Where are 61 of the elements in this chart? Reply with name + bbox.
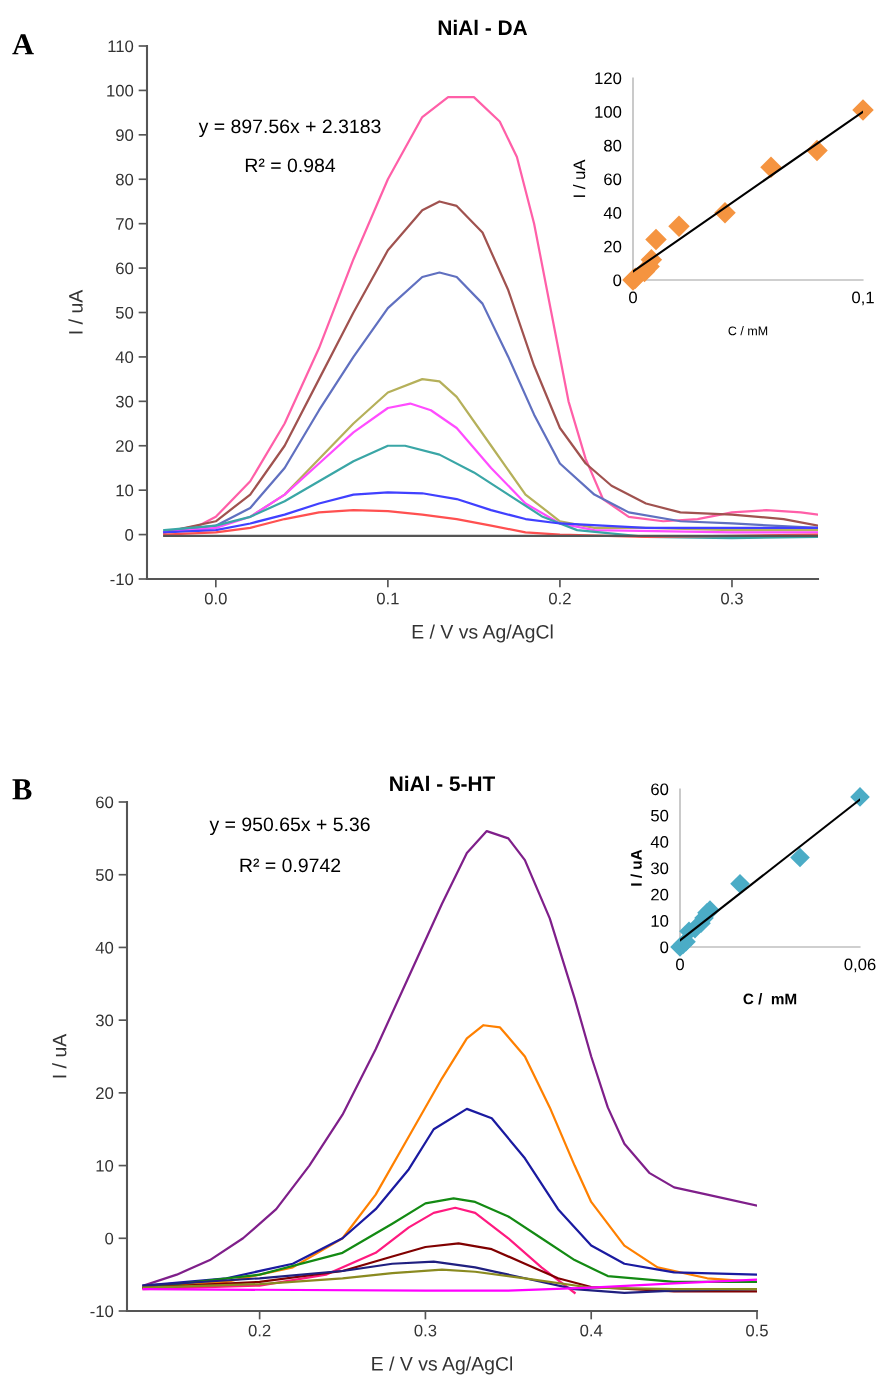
x-axis-title: C / mM bbox=[728, 326, 768, 336]
y-tick-label: 30 bbox=[95, 1014, 114, 1027]
x-tick-label: 0.5 bbox=[746, 1324, 768, 1337]
y-tick-label: 10 bbox=[116, 484, 134, 497]
y-tick-label: 60 bbox=[604, 173, 622, 186]
y-tick-label: 90 bbox=[116, 129, 134, 142]
y-tick-label: 120 bbox=[595, 72, 622, 85]
y-tick-label: 100 bbox=[107, 84, 134, 97]
x-axis-title: C / mM bbox=[743, 993, 797, 1005]
x-axis-title: E / V vs Ag/AgCl bbox=[372, 1356, 513, 1375]
x-tick-label: 0.3 bbox=[721, 592, 743, 605]
y-tick-label: 10 bbox=[651, 915, 669, 927]
y-tick-label: 20 bbox=[651, 888, 669, 901]
x-axis-title: E / V vs Ag/AgCl bbox=[412, 624, 553, 643]
y-tick-label: 20 bbox=[96, 1087, 114, 1100]
y-tick-label: 70 bbox=[116, 218, 134, 230]
text: A bbox=[12, 34, 34, 55]
annotation: R² = 0.9742 bbox=[240, 858, 341, 873]
y-axis-title: I / uA bbox=[630, 849, 642, 886]
x-tick-label: 0.4 bbox=[580, 1324, 603, 1337]
y-tick-label: 0 bbox=[105, 1232, 114, 1245]
y-tick-label: 20 bbox=[116, 440, 134, 452]
annotation: R² = 0.984 bbox=[245, 158, 336, 173]
annotation: y = 950.65x + 5.36 bbox=[209, 817, 370, 836]
y-tick-label: -10 bbox=[90, 1305, 114, 1318]
y-tick-label: 40 bbox=[650, 836, 669, 848]
chart-title: NiAl - DA bbox=[438, 19, 528, 35]
y-tick-label: 80 bbox=[604, 139, 622, 152]
x-tick-label: 0.2 bbox=[248, 1324, 271, 1337]
y-tick-label: 110 bbox=[108, 40, 134, 53]
y-tick-label: 60 bbox=[651, 783, 669, 796]
annotation: y = 897.56x + 2.3183 bbox=[198, 119, 381, 138]
y-tick-label: 30 bbox=[115, 395, 134, 408]
y-tick-label: 40 bbox=[95, 941, 114, 954]
y-tick-label: 0 bbox=[613, 274, 622, 287]
y-tick-label: 40 bbox=[603, 207, 622, 219]
y-tick-label: 50 bbox=[115, 306, 134, 319]
x-tick-label: 0.0 bbox=[204, 592, 227, 605]
y-tick-label: 100 bbox=[595, 106, 622, 118]
y-axis-title: I / uA bbox=[68, 289, 83, 334]
x-tick-label: 0,1 bbox=[852, 291, 874, 306]
y-tick-label: 20 bbox=[604, 240, 622, 253]
y-tick-label: 0 bbox=[125, 528, 134, 541]
y-tick-label: 80 bbox=[115, 173, 134, 186]
y-tick-label: 60 bbox=[116, 262, 134, 275]
y-tick-label: 30 bbox=[650, 862, 669, 875]
y-tick-label: -10 bbox=[110, 573, 134, 586]
y-tick-label: 10 bbox=[96, 1159, 114, 1172]
x-tick-label: 0.1 bbox=[376, 592, 399, 605]
chart-title: NiAl - 5-HT bbox=[390, 775, 496, 792]
text: B bbox=[12, 779, 32, 800]
x-tick-label: 0.3 bbox=[414, 1324, 437, 1337]
y-tick-label: 0 bbox=[660, 941, 669, 954]
y-tick-label: 60 bbox=[96, 796, 114, 809]
x-tick-label: 0,06 bbox=[844, 958, 876, 973]
y-tick-label: 50 bbox=[95, 869, 114, 881]
y-axis-title: I / uA bbox=[52, 1033, 67, 1078]
y-tick-label: 40 bbox=[115, 351, 134, 364]
y-tick-label: 50 bbox=[651, 809, 669, 822]
y-axis-title: I / uA bbox=[572, 159, 586, 197]
x-tick-label: 0.2 bbox=[548, 592, 571, 605]
